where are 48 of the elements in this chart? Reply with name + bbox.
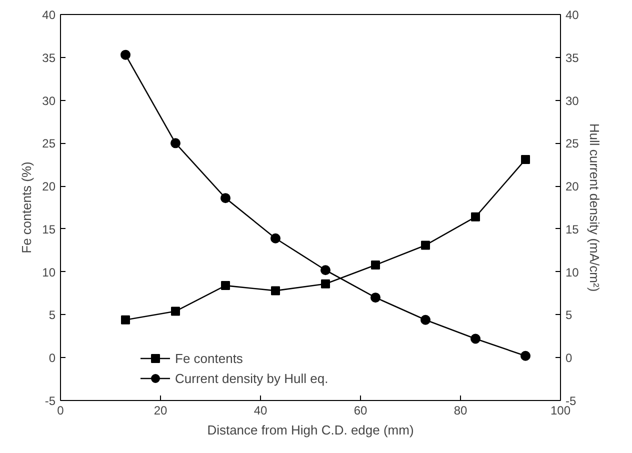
x-tick-label: 80 bbox=[454, 404, 468, 418]
x-tick-label: 0 bbox=[57, 404, 64, 418]
y2-tick-label: 20 bbox=[566, 180, 580, 194]
x-tick-label: 100 bbox=[550, 404, 571, 418]
y-tick-label: 20 bbox=[42, 180, 56, 194]
y-tick-label: 0 bbox=[48, 351, 56, 366]
point bbox=[521, 154, 530, 164]
point bbox=[421, 240, 430, 250]
point bbox=[371, 260, 380, 270]
y-tick-label: 25 bbox=[42, 136, 56, 151]
point bbox=[320, 265, 330, 276]
point bbox=[120, 50, 130, 60]
point bbox=[470, 334, 480, 344]
point bbox=[221, 281, 230, 290]
point bbox=[370, 292, 380, 303]
point bbox=[471, 212, 480, 222]
legend-label: Fe contents bbox=[175, 350, 243, 366]
x-axis-title: Distance from High C.D. edge (mm) bbox=[207, 422, 414, 438]
point bbox=[271, 286, 280, 296]
y2-tick-label: 15 bbox=[566, 222, 580, 236]
y-tick-label: 15 bbox=[42, 222, 56, 236]
point bbox=[121, 315, 130, 324]
y-tick-label: 5 bbox=[48, 308, 56, 322]
x-tick-label: 20 bbox=[154, 404, 168, 418]
point bbox=[170, 138, 180, 148]
point bbox=[220, 193, 230, 204]
y2-tick-label: 35 bbox=[566, 50, 580, 65]
point bbox=[520, 350, 530, 361]
y-tick-label: 40 bbox=[42, 8, 56, 22]
y2-axis-title: Hull current density (mA/cm²) bbox=[586, 123, 602, 292]
y-tick-label: 35 bbox=[42, 50, 56, 65]
y2-tick-label: 30 bbox=[566, 94, 580, 108]
x-tick-label: 60 bbox=[354, 404, 368, 418]
y2-tick-label: 5 bbox=[566, 308, 572, 322]
y2-tick-label: 40 bbox=[566, 8, 580, 22]
point bbox=[270, 233, 280, 244]
x-tick-label: 40 bbox=[254, 404, 268, 418]
y-tick-label: -5 bbox=[44, 394, 56, 408]
point bbox=[321, 279, 330, 288]
y2-tick-label: 10 bbox=[566, 265, 580, 280]
point bbox=[420, 314, 430, 325]
point bbox=[171, 306, 180, 316]
y-tick-label: 30 bbox=[42, 94, 56, 108]
y-tick-label: 10 bbox=[42, 265, 56, 280]
y-axis-title: Fe contents (%) bbox=[19, 162, 34, 254]
y2-tick-label: 0 bbox=[566, 351, 572, 366]
y2-tick-label: 25 bbox=[566, 136, 580, 151]
legend-label: Current density by Hull eq. bbox=[175, 370, 328, 386]
